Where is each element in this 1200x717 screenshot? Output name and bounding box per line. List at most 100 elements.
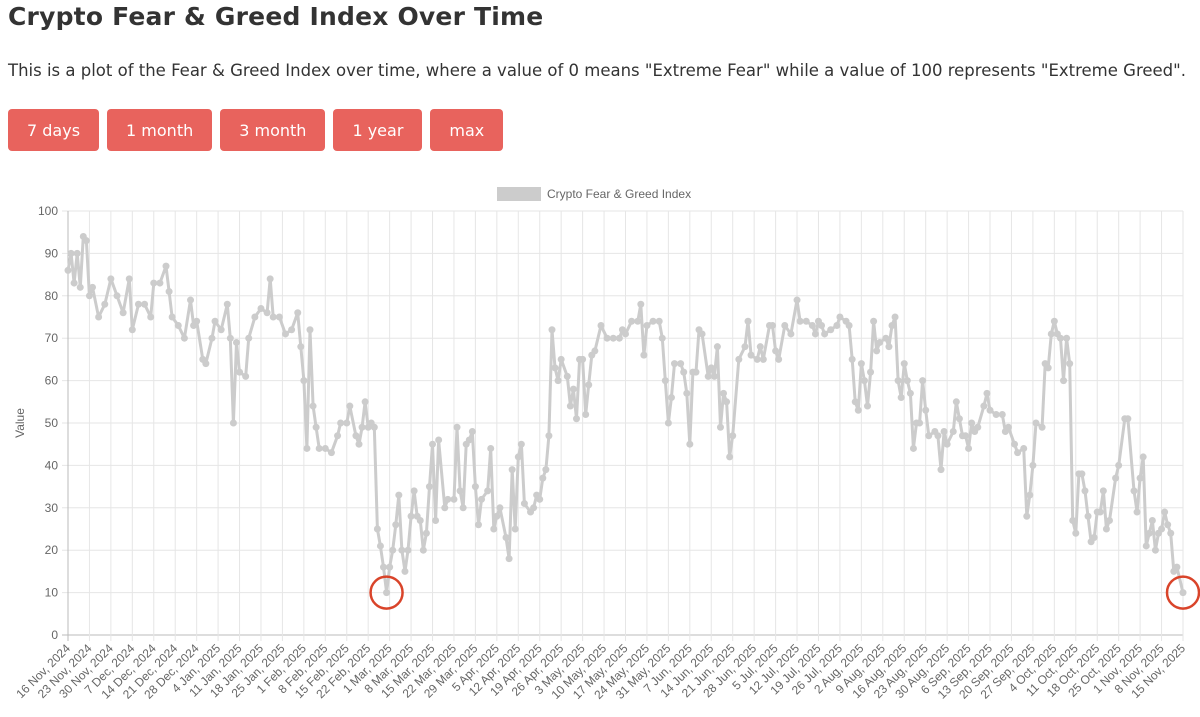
data-point <box>897 394 905 402</box>
data-point <box>89 283 97 291</box>
data-point <box>435 436 443 444</box>
data-point <box>940 427 948 435</box>
y-tick-label: 70 <box>45 331 59 345</box>
data-point <box>386 563 394 571</box>
data-point <box>306 326 314 334</box>
y-tick-label: 20 <box>45 543 59 557</box>
data-point <box>900 360 908 368</box>
data-point <box>1164 521 1172 529</box>
data-point <box>1112 474 1120 482</box>
data-point <box>870 317 878 325</box>
data-point <box>808 321 816 329</box>
data-point <box>548 326 556 334</box>
data-point <box>863 402 871 410</box>
data-point <box>1063 334 1071 342</box>
data-point <box>236 368 244 376</box>
data-point <box>395 491 403 499</box>
data-point <box>1124 415 1132 423</box>
data-point <box>563 372 571 380</box>
data-point <box>141 300 149 308</box>
data-point <box>891 313 899 321</box>
data-point <box>1133 508 1141 516</box>
data-point <box>321 444 329 452</box>
data-point <box>934 432 942 440</box>
data-point <box>202 360 210 368</box>
data-point <box>867 368 875 376</box>
data-point <box>484 487 492 495</box>
data-point <box>992 411 1000 419</box>
data-point <box>468 427 476 435</box>
data-point <box>1072 529 1080 537</box>
data-point <box>82 237 90 245</box>
data-point <box>955 415 963 423</box>
data-point <box>916 419 924 427</box>
data-point <box>554 377 562 385</box>
data-point <box>888 321 896 329</box>
data-point <box>312 423 320 431</box>
data-point <box>723 398 731 406</box>
data-point <box>986 406 994 414</box>
data-point <box>818 321 826 329</box>
data-point <box>162 262 170 270</box>
data-point <box>1044 364 1052 372</box>
data-point <box>95 313 103 321</box>
data-point <box>101 300 109 308</box>
data-point <box>937 466 945 474</box>
data-point <box>680 368 688 376</box>
data-point <box>502 533 510 541</box>
data-point <box>686 440 694 448</box>
data-point <box>833 321 841 329</box>
y-tick-label: 90 <box>45 246 59 260</box>
data-point <box>490 525 498 533</box>
data-point <box>536 495 544 503</box>
data-point <box>1130 487 1138 495</box>
data-point <box>134 300 142 308</box>
data-point <box>637 300 645 308</box>
data-point <box>337 419 345 427</box>
data-point <box>1014 449 1022 457</box>
data-point <box>309 402 317 410</box>
data-point <box>753 355 761 363</box>
data-point <box>1115 461 1123 469</box>
data-point <box>352 432 360 440</box>
data-point <box>634 317 642 325</box>
range-1-year-button[interactable]: 1 year <box>333 109 423 151</box>
data-point <box>361 398 369 406</box>
data-point <box>756 343 764 351</box>
data-point <box>664 419 672 427</box>
data-point <box>404 546 412 554</box>
data-point <box>107 275 115 283</box>
range-3-month-button[interactable]: 3 month <box>220 109 326 151</box>
range-1-month-button[interactable]: 1 month <box>107 109 213 151</box>
data-point <box>909 444 917 452</box>
data-point <box>952 398 960 406</box>
data-point <box>64 266 72 274</box>
data-point <box>845 321 853 329</box>
data-point <box>303 444 311 452</box>
data-point <box>1173 563 1181 571</box>
data-point <box>416 517 424 525</box>
data-point <box>539 474 547 482</box>
data-point <box>698 330 706 338</box>
data-point <box>315 444 323 452</box>
data-point <box>67 249 75 257</box>
y-tick-label: 30 <box>45 501 59 515</box>
data-point <box>747 351 755 359</box>
data-point <box>165 288 173 296</box>
data-point <box>514 453 522 461</box>
data-point <box>569 385 577 393</box>
range-max-button[interactable]: max <box>430 109 504 151</box>
range-7-days-button[interactable]: 7 days <box>8 109 100 151</box>
data-point <box>444 495 452 503</box>
data-point <box>713 343 721 351</box>
y-tick-label: 40 <box>45 458 59 472</box>
data-point <box>334 432 342 440</box>
data-point <box>876 338 884 346</box>
data-point <box>450 495 458 503</box>
data-point <box>983 389 991 397</box>
data-point <box>836 313 844 321</box>
data-point <box>432 517 440 525</box>
data-point <box>487 444 495 452</box>
data-point <box>922 406 930 414</box>
data-point <box>793 296 801 304</box>
